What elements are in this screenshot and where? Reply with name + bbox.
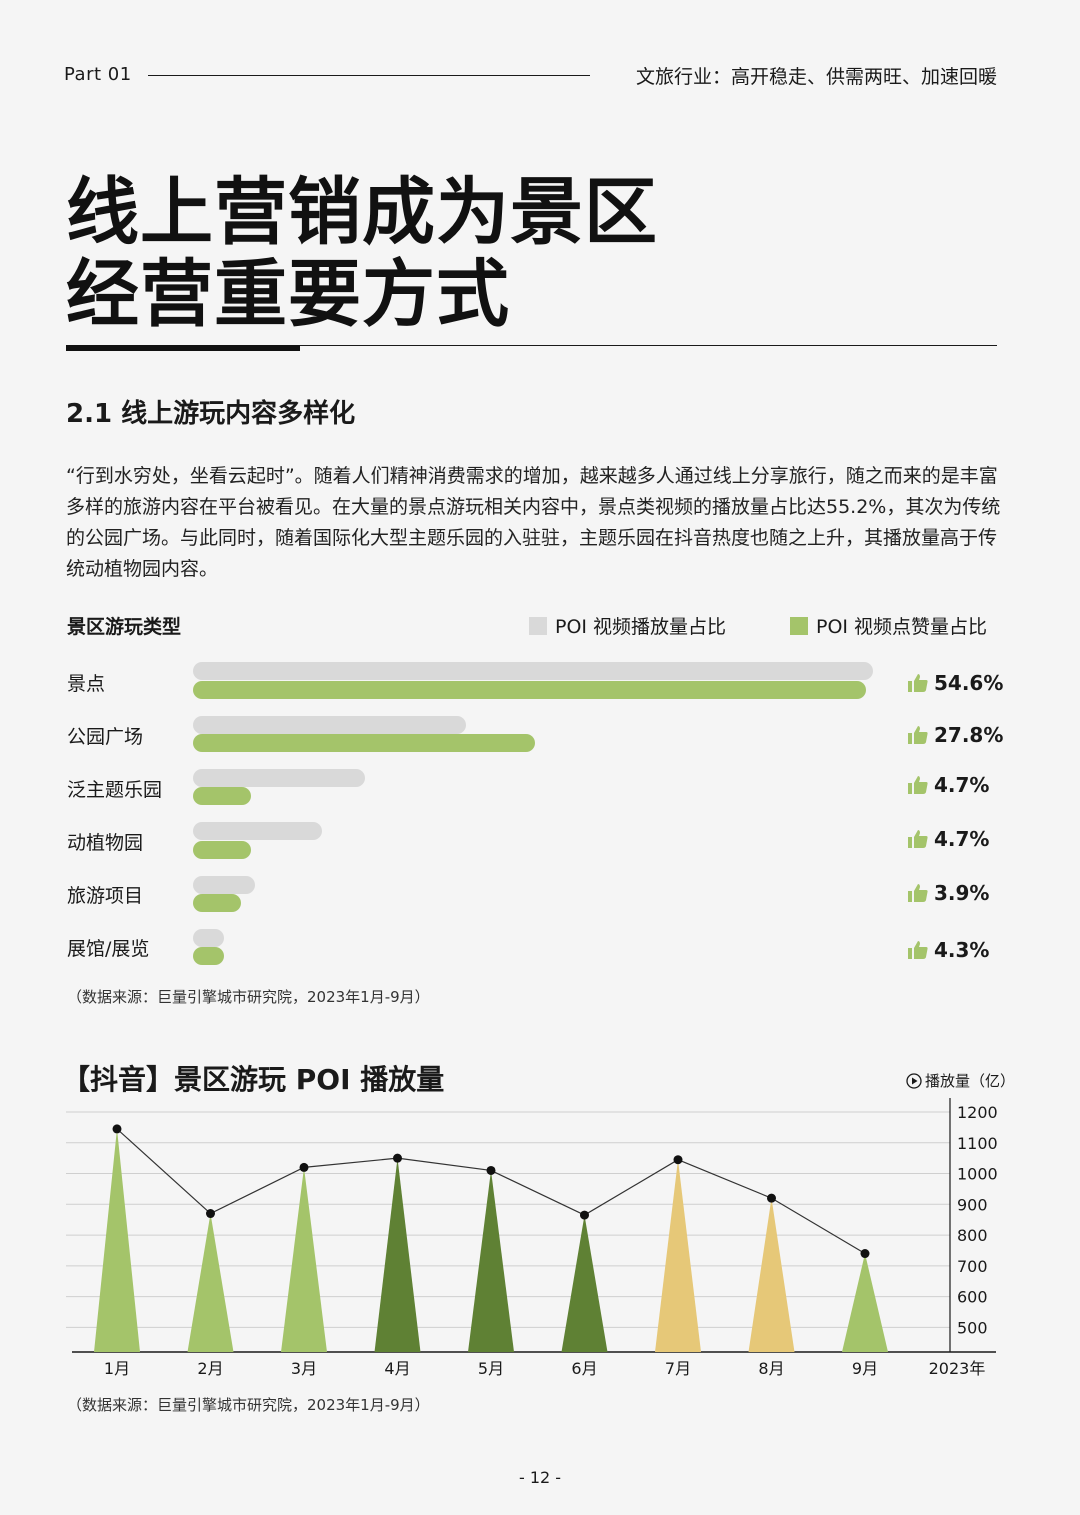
peak-mark: [374, 1158, 421, 1352]
line-chart: 1200 1100 1000 900 800 700 600 500 1月 2月 3月 4月 5月 6月 7…: [66, 1098, 998, 1378]
y-tick-label: 1000: [957, 1165, 998, 1184]
part-label: Part 01: [64, 64, 132, 85]
section-title: 2.1 线上游玩内容多样化: [66, 399, 356, 429]
bar-chart-category-label: 景区游玩类型: [67, 616, 182, 638]
bar-pct: 4.3%: [908, 938, 989, 962]
bar-play-share: [193, 662, 873, 680]
x-tick-label: 8月: [758, 1359, 784, 1378]
peak-mark: [748, 1198, 795, 1352]
title-accent-bar: [66, 345, 300, 351]
intro-paragraph: “行到水穷处，坐看云起时”。随着人们精神消费需求的增加，越来越多人通过线上分享旅…: [66, 465, 1001, 580]
bar-pct-value: 27.8%: [934, 723, 1004, 747]
peak-mark: [842, 1253, 888, 1352]
x-tick-label: 5月: [478, 1359, 504, 1378]
data-point: [767, 1193, 776, 1203]
thumbs-up-icon: [908, 941, 928, 959]
bar-pct-value: 3.9%: [934, 881, 990, 905]
peak-mark: [655, 1159, 701, 1352]
thumbs-up-icon: [908, 726, 928, 744]
bar-pct: 4.7%: [908, 827, 989, 851]
data-point: [673, 1155, 683, 1165]
bar-label: 泛主题乐园: [67, 779, 163, 801]
x-tick-label: 1月: [104, 1359, 130, 1378]
page-title-line1: 线上营销成为景区: [66, 170, 658, 255]
thumbs-up-icon: [908, 830, 928, 848]
bar-label: 景点: [67, 673, 106, 695]
y-tick-label: 900: [957, 1195, 988, 1214]
y-tick-label: 800: [957, 1226, 988, 1245]
legend-like-label: POI 视频点赞量占比: [816, 616, 988, 638]
bar-chart-source: （数据来源：巨量引擎城市研究院，2023年1月-9月）: [67, 988, 430, 1006]
header-divider: [148, 75, 590, 76]
legend-play-share: POI 视频播放量占比: [529, 612, 726, 639]
thumbs-up-icon: [908, 674, 928, 692]
bar-like-share: [193, 787, 251, 805]
legend-play-label: POI 视频播放量占比: [555, 616, 727, 638]
page-title-line2: 经营重要方式: [66, 252, 510, 337]
bar-play-share: [193, 822, 323, 840]
bar-pct-value: 4.3%: [934, 938, 990, 962]
bar-label: 动植物园: [67, 832, 144, 854]
thumbs-up-icon: [908, 884, 928, 902]
page-title: 线上营销成为景区 经营重要方式: [66, 172, 658, 336]
x-tick-label: 4月: [384, 1359, 410, 1378]
bar-play-share: [193, 876, 255, 894]
x-axis-label: 2023年: [929, 1359, 986, 1378]
y-tick-label: 500: [957, 1318, 988, 1337]
bar-play-share: [193, 769, 366, 787]
data-point: [486, 1165, 496, 1175]
data-point: [860, 1249, 870, 1259]
x-tick-label: 7月: [665, 1359, 691, 1378]
x-tick-label: 6月: [571, 1359, 597, 1378]
play-circle-icon: [906, 1072, 922, 1089]
y-tick-label: 1100: [957, 1134, 998, 1153]
x-tick-label: 2月: [197, 1359, 223, 1378]
page-number: - 12 -: [518, 1468, 562, 1487]
peak-mark: [468, 1170, 514, 1352]
title-divider: [66, 345, 997, 346]
data-point: [206, 1209, 215, 1219]
bar-like-share: [193, 947, 224, 965]
bar-like-share: [193, 681, 866, 699]
bar-pct: 27.8%: [908, 723, 1003, 747]
peak-mark: [281, 1167, 327, 1352]
legend-swatch-gray: [529, 616, 547, 635]
peak-mark: [187, 1213, 234, 1352]
bar-label: 旅游项目: [67, 885, 144, 907]
bar-pct: 3.9%: [908, 881, 989, 905]
bar-pct: 54.6%: [908, 671, 1003, 695]
x-tick-label: 3月: [291, 1359, 317, 1378]
data-point: [393, 1153, 402, 1163]
bar-pct: 4.7%: [908, 773, 989, 797]
bar-like-share: [193, 894, 242, 912]
legend-swatch-green: [790, 616, 808, 635]
bar-pct-value: 4.7%: [934, 773, 990, 797]
bar-like-share: [193, 734, 536, 752]
y-tick-label: 1200: [957, 1103, 998, 1122]
header-title: 文旅行业：高开稳走、供需两旺、加速回暖: [635, 66, 997, 88]
data-point: [299, 1162, 309, 1172]
peak-mark: [561, 1215, 608, 1352]
peak-mark: [94, 1128, 140, 1352]
data-point: [112, 1124, 122, 1134]
line-chart-source: （数据来源：巨量引擎城市研究院，2023年1月-9月）: [67, 1396, 430, 1414]
bar-play-share: [193, 929, 224, 947]
line-chart-title: 【抖音】景区游玩 POI 播放量: [62, 1063, 445, 1096]
y-tick-label: 600: [957, 1288, 988, 1307]
line-chart-ylabel: 播放量（亿）: [925, 1072, 1016, 1090]
bar-label: 展馆/展览: [67, 938, 150, 960]
legend-like-share: POI 视频点赞量占比: [790, 612, 987, 639]
thumbs-up-icon: [908, 776, 928, 794]
bar-play-share: [193, 716, 467, 734]
y-tick-label: 700: [957, 1257, 988, 1276]
bar-label: 公园广场: [67, 726, 144, 748]
data-point: [580, 1210, 589, 1220]
line-chart-unit: 播放量（亿）: [906, 1070, 1015, 1091]
bar-pct-value: 54.6%: [934, 671, 1004, 695]
bar-like-share: [193, 841, 251, 859]
x-tick-label: 9月: [852, 1359, 878, 1378]
bar-pct-value: 4.7%: [934, 827, 990, 851]
